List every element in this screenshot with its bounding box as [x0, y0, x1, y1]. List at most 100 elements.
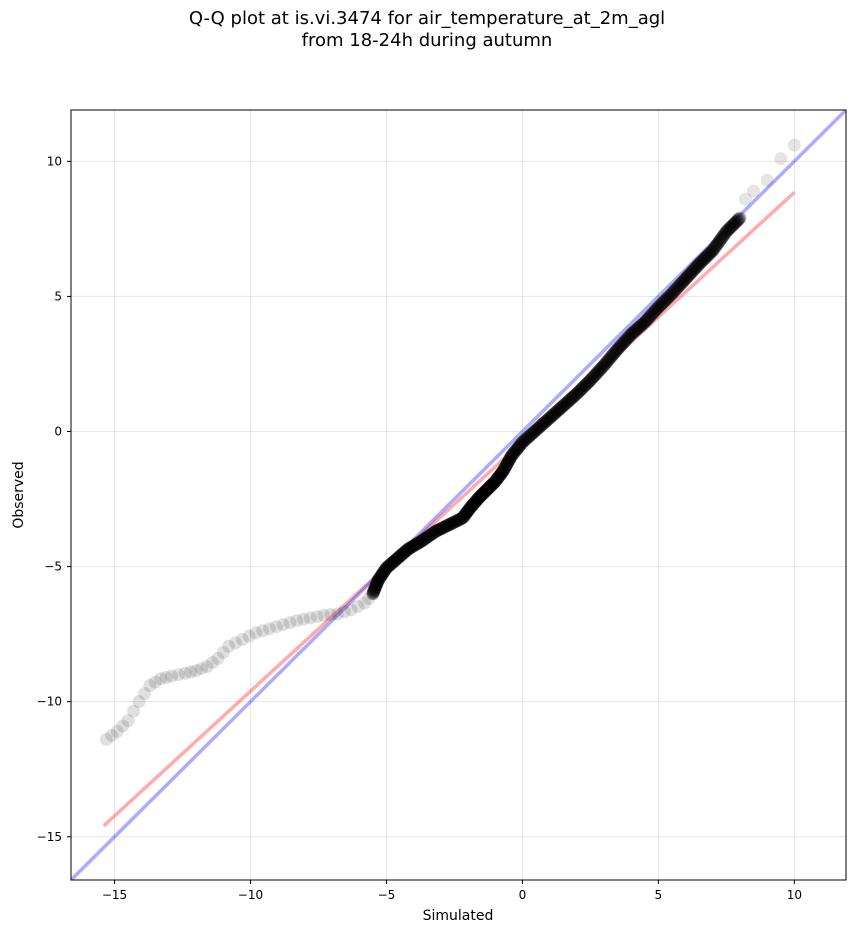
- qq-point: [631, 321, 645, 335]
- qq-point: [337, 605, 351, 619]
- qq-point: [619, 333, 633, 347]
- qq-point: [394, 549, 408, 563]
- qq-point: [509, 443, 523, 457]
- qq-point: [408, 538, 422, 552]
- qq-point: [358, 596, 372, 610]
- qq-point: [500, 456, 514, 470]
- qq-point: [474, 488, 488, 502]
- qq-point: [484, 479, 498, 493]
- y-tick-label: −5: [44, 560, 62, 574]
- qq-point: [706, 243, 720, 257]
- qq-point: [477, 486, 491, 500]
- qq-point: [460, 504, 474, 518]
- qq-point: [375, 567, 389, 581]
- qq-point: [615, 338, 629, 352]
- qq-point: [386, 555, 400, 569]
- qq-point: [672, 279, 686, 293]
- qq-point: [684, 266, 698, 280]
- qq-point: [553, 401, 567, 415]
- qq-point: [501, 455, 515, 469]
- qq-point: [597, 358, 611, 372]
- qq-point: [235, 633, 249, 647]
- qq-point: [592, 364, 606, 378]
- qq-point: [458, 508, 472, 522]
- qq-point: [473, 490, 487, 504]
- qq-point: [681, 269, 695, 283]
- qq-point: [658, 293, 672, 307]
- qq-point: [698, 252, 712, 266]
- qq-point: [378, 563, 392, 577]
- qq-point: [468, 495, 482, 509]
- qq-point: [492, 469, 506, 483]
- chart-title-line2: from 18-24h during autumn: [301, 30, 553, 51]
- qq-point: [621, 330, 635, 344]
- qq-point: [717, 228, 731, 242]
- qq-point: [438, 520, 452, 534]
- qq-point: [495, 466, 509, 480]
- qq-point: [184, 665, 198, 679]
- qq-point: [545, 409, 559, 423]
- qq-point: [532, 421, 546, 435]
- qq-point: [517, 434, 531, 448]
- qq-point: [668, 284, 682, 298]
- qq-point: [723, 221, 737, 235]
- qq-point: [478, 485, 492, 499]
- qq-point: [415, 534, 429, 548]
- qq-point: [419, 531, 433, 545]
- qq-point: [653, 299, 667, 313]
- qq-point: [639, 314, 653, 328]
- qq-point: [371, 573, 385, 587]
- qq-point: [582, 375, 596, 389]
- qq-point: [454, 512, 468, 526]
- qq-point: [602, 352, 616, 366]
- qq-point: [725, 219, 739, 233]
- qq-point: [627, 325, 641, 339]
- qq-point: [696, 253, 710, 267]
- qq-point: [462, 502, 476, 516]
- qq-point: [616, 336, 630, 350]
- qq-point: [422, 529, 436, 543]
- qq-point: [276, 618, 290, 632]
- qq-point: [747, 184, 761, 198]
- qq-point: [379, 562, 393, 576]
- qq-point: [491, 470, 505, 484]
- qq-point: [707, 242, 721, 256]
- y-axis-label: Observed: [11, 461, 27, 528]
- qq-point: [178, 666, 192, 680]
- qq-point: [649, 303, 663, 317]
- qq-point: [704, 245, 718, 259]
- qq-point: [487, 476, 501, 490]
- identity-line: [71, 110, 846, 880]
- qq-point: [379, 561, 393, 575]
- qq-point: [661, 291, 675, 305]
- qq-point: [373, 571, 387, 585]
- qq-point: [585, 372, 599, 386]
- qq-point: [456, 510, 470, 524]
- qq-point: [612, 341, 626, 355]
- qq-point: [506, 447, 520, 461]
- qq-point: [499, 459, 513, 473]
- qq-point: [719, 225, 733, 239]
- qq-point: [679, 272, 693, 286]
- qq-point: [428, 524, 442, 538]
- qq-point: [116, 719, 130, 733]
- qq-point: [143, 678, 157, 692]
- qq-point: [533, 420, 547, 434]
- qq-point: [665, 287, 679, 301]
- qq-point: [369, 579, 383, 593]
- qq-point: [460, 506, 474, 520]
- qq-point: [369, 580, 383, 594]
- fit-line: [102, 191, 796, 828]
- qq-point: [502, 453, 516, 467]
- qq-point: [481, 482, 495, 496]
- qq-point: [530, 422, 544, 436]
- qq-point: [368, 581, 382, 595]
- qq-point: [432, 522, 446, 536]
- qq-point: [478, 484, 492, 498]
- qq-point: [643, 309, 657, 323]
- qq-point: [562, 394, 576, 408]
- qq-point: [431, 523, 445, 537]
- qq-point: [494, 467, 508, 481]
- qq-point: [534, 418, 548, 432]
- qq-point: [249, 626, 263, 640]
